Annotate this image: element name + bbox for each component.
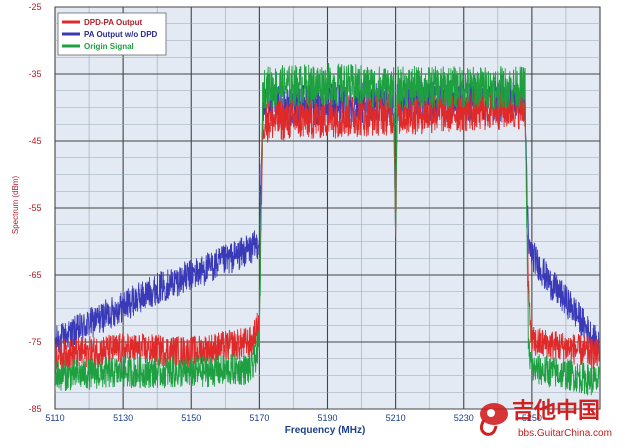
guitar-logo-icon <box>479 403 508 436</box>
y-tick-label: -55 <box>28 203 41 213</box>
watermark-chinese-text: 吉他中国 <box>512 398 600 423</box>
y-tick-label: -65 <box>28 270 41 280</box>
x-tick-label: 5250 <box>522 413 542 423</box>
watermark-logo: 吉他中国 bbs.GuitarChina.com <box>479 398 612 439</box>
x-axis-ticks: 5110 5130 5150 5170 5190 5210 5230 5250 <box>45 413 542 423</box>
x-tick-label: 5190 <box>317 413 337 423</box>
x-tick-label: 5150 <box>181 413 201 423</box>
y-tick-label: -45 <box>28 136 41 146</box>
x-tick-label: 5210 <box>386 413 406 423</box>
series-layer <box>55 62 600 396</box>
legend-label: Origin Signal <box>84 42 134 51</box>
legend-label: PA Output w/o DPD <box>84 30 158 39</box>
series-line <box>55 62 600 396</box>
watermark-url: bbs.GuitarChina.com <box>518 428 612 439</box>
y-tick-label: -25 <box>28 2 41 12</box>
legend-label: DPD-PA Output <box>84 18 143 27</box>
x-tick-label: 5110 <box>45 413 64 423</box>
y-axis-label: Spectrum (dBm) <box>11 176 20 235</box>
y-tick-label: -75 <box>28 337 41 347</box>
y-tick-label: -85 <box>28 404 41 414</box>
legend: DPD-PA Output PA Output w/o DPD Origin Sig… <box>57 12 167 56</box>
y-tick-label: -35 <box>28 69 41 79</box>
x-axis-label: Frequency (MHz) <box>285 425 366 436</box>
x-tick-label: 5170 <box>249 413 269 423</box>
x-tick-label: 5130 <box>113 413 133 423</box>
y-axis-ticks: -25 -35 -45 -55 -65 -75 -85 <box>28 2 41 414</box>
x-tick-label: 5230 <box>454 413 474 423</box>
